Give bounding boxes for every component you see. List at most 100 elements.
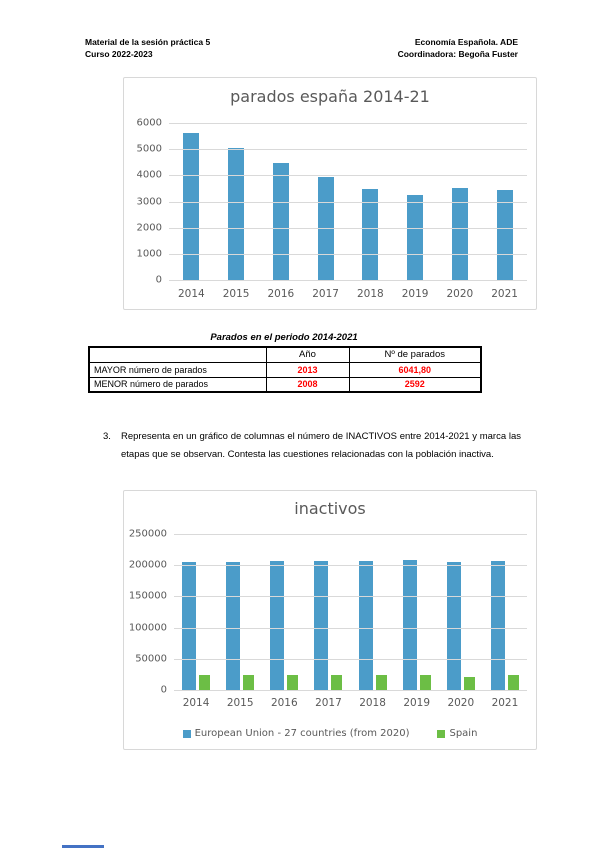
- parados-y-axis: 0 1000 2000 3000 4000 5000 6000: [124, 118, 169, 286]
- row-menor-year: 2008: [265, 376, 350, 393]
- bar-spain-2019: [419, 675, 431, 690]
- y-tick-label: 100000: [128, 622, 167, 634]
- gridline: [169, 123, 527, 124]
- x-tick-label: 2016: [267, 288, 295, 300]
- gridline: [169, 227, 527, 229]
- y-tick-label: 200000: [128, 559, 167, 571]
- bar-series-2020: [451, 187, 468, 280]
- header-left: Material de la sesión práctica 5 Curso 2…: [85, 36, 210, 60]
- bar-series-2019: [407, 194, 424, 280]
- bar-series-2021: [496, 190, 513, 280]
- bar-group-2016: [262, 534, 306, 690]
- x-tick-label: 2015: [226, 697, 254, 709]
- x-tick-label: 2016: [270, 697, 298, 709]
- bar-spain-2018: [375, 675, 387, 690]
- x-tick-label: 2014: [182, 697, 210, 709]
- bar-group-2021: [482, 123, 527, 280]
- x-tick-label: 2021: [491, 288, 518, 300]
- bar-european-union-27-countries-from-2020-2015: [226, 561, 241, 690]
- parados-chart-title: parados españa 2014-21: [230, 87, 430, 106]
- gridline: [169, 253, 527, 255]
- table-header-empty: [88, 346, 267, 363]
- x-tick-label: 2015: [222, 288, 250, 300]
- header-left-line1: Material de la sesión práctica 5: [85, 37, 211, 47]
- legend-swatch-icon: [437, 729, 446, 738]
- gridline: [174, 534, 527, 535]
- legend-swatch-icon: [182, 729, 191, 738]
- row-menor-value: 2592: [348, 376, 482, 393]
- bar-group-2020: [438, 123, 483, 280]
- y-tick-label: 0: [160, 684, 167, 696]
- question-text: Representa en un gráfico de columnas el …: [121, 431, 521, 460]
- bar-european-union-27-countries-from-2020-2019: [402, 559, 417, 690]
- bar-european-union-27-countries-from-2020-2017: [314, 560, 329, 690]
- y-tick-label: 1000: [136, 248, 162, 260]
- gridline: [174, 596, 527, 598]
- x-tick-label: 2019: [401, 288, 429, 300]
- bar-group-2014: [174, 534, 218, 690]
- bar-spain-2020: [463, 676, 475, 690]
- table-header-parados: Nº de parados: [348, 346, 482, 363]
- y-tick-label: 3000: [136, 196, 162, 207]
- y-tick-label: 6000: [136, 117, 162, 129]
- x-tick-label: 2014: [178, 288, 205, 300]
- gridline: [169, 149, 527, 151]
- legend-label: European Union - 27 countries (from 2020…: [194, 728, 410, 739]
- bar-european-union-27-countries-from-2020-2016: [270, 560, 285, 690]
- legend-label: Spain: [449, 728, 478, 739]
- legend-item: European Union - 27 countries (from 2020…: [182, 728, 410, 739]
- bar-series-2015: [228, 147, 245, 280]
- bar-group-2014: [169, 123, 214, 280]
- table-header-row: Año Nº de parados: [88, 346, 482, 363]
- gridline: [174, 690, 527, 691]
- y-tick-label: 2000: [136, 222, 162, 234]
- gridline: [174, 627, 527, 629]
- bar-spain-2017: [331, 675, 343, 690]
- y-tick-label: 50000: [135, 653, 167, 665]
- bar-spain-2015: [243, 675, 255, 690]
- bar-group-2018: [348, 123, 393, 280]
- header-left-line2: Curso 2022-2023: [85, 49, 153, 59]
- x-tick-label: 2020: [446, 288, 474, 300]
- gridline: [174, 565, 527, 567]
- x-tick-label: 2021: [491, 697, 519, 709]
- row-menor-label: MENOR número de parados: [88, 376, 267, 393]
- parados-bars: [169, 123, 527, 280]
- inactivos-legend: European Union - 27 countries (from 2020…: [124, 728, 536, 739]
- bar-european-union-27-countries-from-2020-2020: [446, 561, 461, 690]
- bar-group-2017: [306, 534, 350, 690]
- parados-chart: parados españa 2014-21 0 1000 2000 3000 4000…: [123, 77, 537, 310]
- x-tick-label: 2018: [359, 697, 386, 709]
- gridline: [169, 175, 527, 177]
- gridline: [174, 658, 527, 660]
- y-tick-label: 150000: [128, 590, 167, 602]
- bar-european-union-27-countries-from-2020-2014: [182, 561, 197, 690]
- bar-european-union-27-countries-from-2020-2021: [490, 560, 505, 690]
- bar-series-2014: [183, 133, 200, 280]
- header-right-line1: Economía Española. ADE: [414, 37, 518, 47]
- table-header-year: Año: [265, 346, 350, 363]
- x-tick-label: 2020: [447, 697, 475, 709]
- y-tick-label: 4000: [136, 169, 162, 181]
- question-number: 3.: [103, 431, 111, 442]
- bar-spain-2014: [199, 675, 211, 690]
- bar-group-2015: [218, 534, 262, 690]
- inactivos-chart-title: inactivos: [294, 499, 366, 518]
- legend-item: Spain: [437, 728, 477, 739]
- header-right: Economía Española. ADE Coordinadora: Beg…: [398, 36, 518, 60]
- parados-plot-area: [169, 123, 527, 281]
- gridline: [169, 201, 527, 203]
- gridline: [169, 280, 527, 281]
- inactivos-bars: [174, 534, 527, 690]
- inactivos-plot-area: [174, 534, 527, 691]
- parados-x-axis: 2014 2015 2016 2017 2018 2019 2020 2021: [169, 288, 527, 302]
- bar-spain-2016: [287, 675, 299, 690]
- bar-spain-2021: [507, 675, 519, 690]
- bar-group-2019: [395, 534, 439, 690]
- y-tick-label: 5000: [136, 143, 162, 155]
- bar-series-2017: [317, 177, 334, 280]
- bar-group-2021: [483, 534, 527, 690]
- bar-group-2015: [214, 123, 259, 280]
- table-row: MAYOR número de parados 2013 6041,80: [88, 361, 482, 378]
- bar-series-2016: [272, 162, 289, 280]
